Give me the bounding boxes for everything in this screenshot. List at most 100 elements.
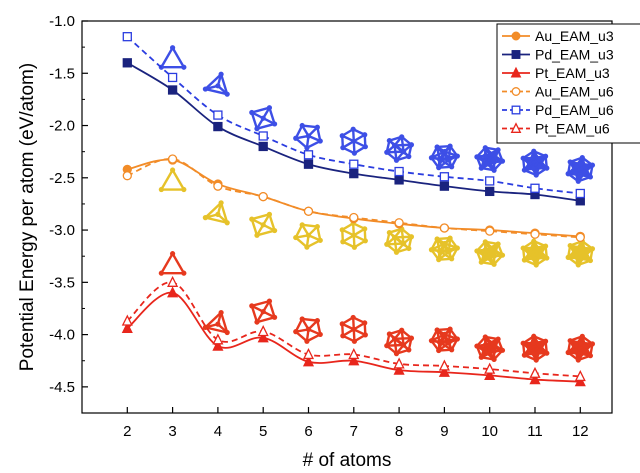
cluster-atom <box>577 255 583 262</box>
x-tick-label: 7 <box>350 423 358 440</box>
cluster-atom <box>254 126 260 132</box>
data-point <box>574 369 586 382</box>
cluster-atom <box>351 338 358 344</box>
cluster-atom <box>266 105 273 111</box>
data-point <box>394 218 404 228</box>
legend-marker <box>510 66 522 78</box>
cluster-atom <box>408 335 415 341</box>
data-point <box>303 150 314 160</box>
cluster-atom <box>305 232 312 238</box>
cluster-atom <box>544 255 550 261</box>
cluster-atom <box>478 259 484 265</box>
data-point <box>349 168 359 179</box>
cluster-atom <box>386 137 392 144</box>
cluster-atom <box>533 262 539 268</box>
cluster-atom <box>339 321 345 327</box>
series-pt-eam-u6 <box>121 275 586 382</box>
legend-marker <box>510 122 522 133</box>
cluster-atom <box>474 154 480 160</box>
cluster-pt-6 <box>293 316 323 344</box>
cluster-atom <box>272 121 278 127</box>
y-tick-label: -3.5 <box>49 274 75 291</box>
legend-marker <box>511 31 521 41</box>
cluster-atom <box>536 253 543 259</box>
cluster-pt-10 <box>474 334 506 363</box>
cluster-au-9 <box>428 235 460 263</box>
cluster-atom <box>384 241 390 247</box>
legend-label: Au_EAM_u6 <box>535 84 614 100</box>
cluster-bond <box>385 242 405 246</box>
cluster-atom <box>169 167 176 173</box>
cluster-pt-3 <box>158 251 187 276</box>
data-point <box>529 366 541 378</box>
legend-label: Pd_EAM_u3 <box>535 47 614 63</box>
cluster-atom <box>386 331 392 337</box>
cluster-atom <box>526 160 533 166</box>
cluster-atom <box>436 156 443 162</box>
data-point <box>167 275 179 287</box>
x-tick-label: 2 <box>123 423 131 440</box>
cluster-pd-6 <box>293 122 323 151</box>
cluster-atom <box>449 256 455 262</box>
cluster-atom <box>218 309 224 316</box>
cluster-bond <box>160 46 174 69</box>
cluster-atom <box>393 351 400 357</box>
data-point <box>438 359 450 371</box>
cluster-atom <box>254 232 260 238</box>
cluster-atom <box>536 342 542 348</box>
cluster-atom <box>406 347 412 353</box>
plot-frame <box>81 20 613 414</box>
cluster-atom <box>575 357 581 363</box>
cluster-atom <box>293 234 299 241</box>
cluster-atom <box>436 347 442 354</box>
cluster-bond <box>250 217 259 237</box>
cluster-atom <box>567 159 573 165</box>
cluster-atom <box>530 340 536 346</box>
cluster-atom <box>482 334 488 340</box>
cluster-atom <box>260 115 266 121</box>
cluster-illustrations <box>158 45 596 363</box>
cluster-atom <box>393 157 400 163</box>
cluster-atom <box>447 326 453 332</box>
cluster-atom <box>536 247 542 253</box>
x-tick-label: 5 <box>259 423 267 440</box>
data-point <box>575 232 585 243</box>
x-tick-label: 3 <box>168 423 176 440</box>
cluster-atom <box>362 332 368 338</box>
cluster-atom <box>531 148 537 154</box>
cluster-pd-10 <box>474 145 506 173</box>
cluster-atom <box>401 149 407 155</box>
cluster-atom <box>293 135 299 141</box>
cluster-atom <box>565 349 571 356</box>
axes-layer: 2 3 4 5 6 7 8 9 10 11 12 -1.0 -1.5 -2.0 -2.5 -3.0 -3.5 -4… <box>49 13 613 440</box>
cluster-atom <box>482 153 488 159</box>
cluster-atom <box>215 321 221 327</box>
cluster-atom <box>181 186 187 193</box>
cluster-pd-12 <box>565 155 596 184</box>
cluster-atom <box>530 165 537 172</box>
cluster-atom <box>478 354 484 360</box>
data-point <box>530 183 540 193</box>
data-point <box>349 159 359 169</box>
cluster-atom <box>530 350 537 357</box>
cluster-atom <box>260 222 266 228</box>
data-point <box>122 58 132 68</box>
cluster-atom <box>521 352 527 358</box>
cluster-atom <box>484 160 490 167</box>
cluster-bond <box>250 106 271 114</box>
cluster-bond <box>250 111 259 130</box>
legend-entry: Pt_EAM_u6 <box>502 121 610 137</box>
data-point <box>302 355 315 367</box>
series-pt-eam-u3 <box>121 286 586 387</box>
cluster-atom <box>542 243 549 249</box>
data-point <box>122 171 132 181</box>
data-point <box>348 354 360 366</box>
cluster-atom <box>249 216 255 222</box>
cluster-atom <box>573 247 579 253</box>
cluster-atom <box>299 316 305 322</box>
cluster-atom <box>254 319 260 325</box>
y-tick-label: -2.5 <box>49 170 75 187</box>
cluster-au-12 <box>565 238 596 268</box>
cluster-atom <box>386 229 392 236</box>
